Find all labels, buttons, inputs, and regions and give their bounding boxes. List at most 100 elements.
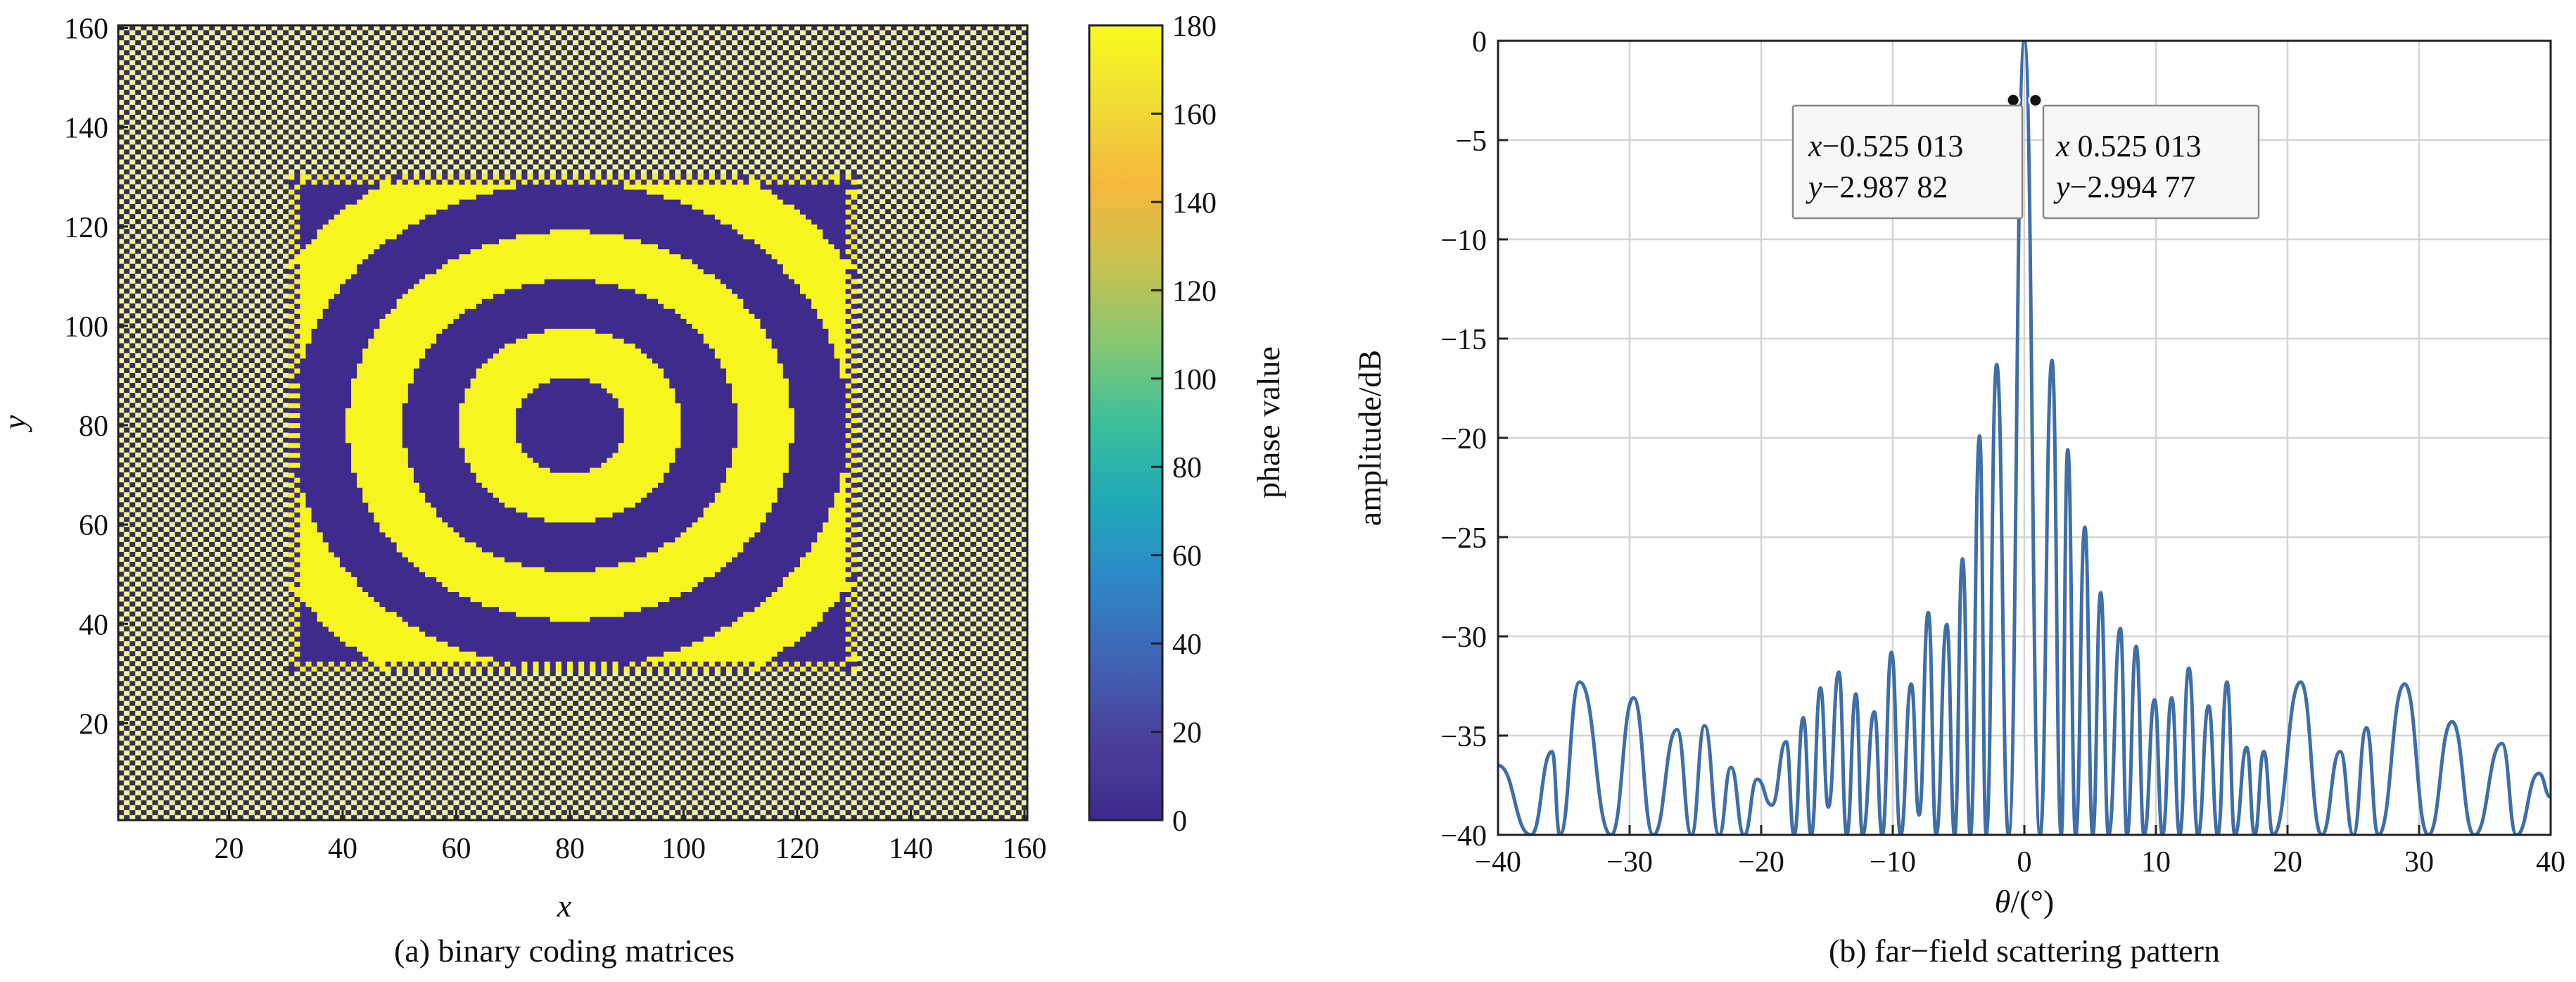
phase-0-cells [288, 477, 295, 483]
phase-0-cells [732, 557, 801, 562]
phase-180-cells [288, 209, 295, 215]
phase-180-cells [823, 666, 829, 672]
phase-0-cells [550, 666, 557, 672]
phase-180-cells [806, 661, 812, 667]
phase-180-cells [476, 472, 664, 478]
phase-180-cells [782, 268, 846, 275]
phase-180-cells [800, 562, 852, 567]
phase-0-cells [680, 253, 773, 260]
phase-180-cells [732, 393, 789, 398]
phase-0-cells [788, 467, 852, 473]
phase-0-cells [448, 641, 693, 647]
phase-0-cells [760, 179, 767, 185]
phase-0-cells [294, 294, 300, 299]
phase-0-cells [339, 666, 346, 672]
phase-180-cells [788, 666, 795, 672]
phase-180-cells [334, 666, 341, 672]
phase-0-cells [612, 512, 704, 518]
phase-0-cells [442, 517, 545, 523]
heatmap-x-tick-label: 80 [555, 833, 585, 865]
phase-180-cells [368, 343, 431, 349]
phase-180-cells [675, 308, 749, 314]
phase-0-cells [288, 278, 295, 284]
phase-0-cells [845, 318, 852, 324]
phase-0-cells [419, 626, 721, 632]
phase-0-cells [476, 174, 483, 180]
phase-180-cells [845, 229, 852, 234]
phase-180-cells [294, 487, 300, 493]
phase-0-cells [339, 179, 346, 185]
phase-0-cells [851, 596, 858, 603]
phase-0-cells [294, 313, 300, 319]
phase-180-cells [851, 497, 858, 503]
phase-180-cells [288, 353, 295, 359]
phase-0-cells [311, 661, 318, 667]
phase-180-cells [499, 179, 505, 185]
phase-180-cells [442, 179, 448, 185]
heatmap-x-tick-label: 140 [889, 833, 933, 865]
plot-x-tick-label: −10 [1870, 846, 1916, 879]
plot-y-ticks: 0 −5 −10 −15 −20 −25 −30 −35 −40 [1440, 26, 1508, 852]
phase-0-cells [288, 497, 295, 503]
phase-0-cells [851, 502, 858, 508]
phase-180-cells [300, 596, 374, 603]
phase-180-cells [845, 219, 852, 225]
phase-180-cells [544, 666, 551, 672]
phase-180-cells [538, 174, 545, 180]
phase-0-cells [851, 199, 858, 205]
phase-180-cells [300, 303, 329, 309]
phase-180-cells [612, 179, 619, 185]
phase-0-cells [396, 661, 403, 667]
phase-180-cells [566, 661, 573, 667]
phase-180-cells [533, 666, 540, 672]
phase-180-cells [601, 462, 670, 468]
plot-x-tick-label: −20 [1738, 846, 1784, 879]
phase-0-cells [425, 348, 500, 354]
phase-180-cells [732, 224, 818, 229]
phase-180-cells [811, 666, 818, 672]
phase-180-cells [623, 413, 682, 419]
phase-180-cells [345, 417, 403, 424]
phase-0-cells [658, 661, 664, 667]
phase-180-cells [499, 666, 505, 672]
phase-0-cells [726, 562, 801, 567]
phase-0-cells [288, 601, 295, 608]
phase-0-cells [851, 248, 858, 255]
phase-180-cells [379, 179, 392, 185]
phase-180-cells [851, 651, 858, 657]
phase-180-cells [697, 328, 767, 334]
phase-180-cells [635, 179, 642, 185]
phase-180-cells [288, 413, 300, 419]
phase-180-cells [601, 383, 670, 389]
phase-0-cells [788, 462, 846, 468]
phase-180-cells [851, 527, 858, 533]
phase-180-cells [851, 557, 858, 562]
phase-0-cells [760, 323, 823, 329]
phase-0-cells [782, 482, 841, 488]
phase-180-cells [368, 656, 494, 662]
phase-0-cells [675, 388, 732, 394]
phase-180-cells [294, 536, 324, 543]
phase-0-cells [743, 303, 812, 309]
phase-0-cells [584, 179, 590, 185]
plot-x-tick-label: 30 [2404, 846, 2434, 879]
phase-0-cells [431, 502, 505, 508]
phase-180-cells [362, 492, 426, 498]
phase-0-cells [726, 283, 801, 289]
plot-y-label: amplitude/dB [1352, 350, 1388, 526]
phase-0-cells [623, 234, 744, 240]
phase-180-cells [317, 234, 398, 240]
phase-180-cells [845, 636, 852, 642]
phase-0-cells [618, 179, 625, 185]
phase-0-cells [413, 477, 477, 483]
phase-0-cells [845, 477, 852, 483]
phase-0-cells [777, 358, 841, 364]
phase-180-cells [294, 591, 369, 598]
phase-180-cells [516, 507, 625, 513]
phase-180-cells [351, 462, 409, 468]
phase-0-cells [692, 174, 699, 180]
phase-180-cells [374, 512, 437, 518]
phase-180-cells [374, 328, 443, 334]
phase-180-cells [760, 601, 835, 608]
phase-180-cells [828, 661, 835, 667]
